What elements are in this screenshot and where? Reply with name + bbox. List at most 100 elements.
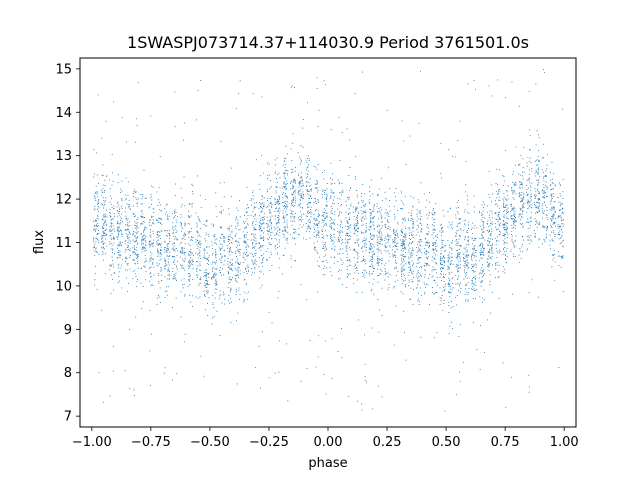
data-point <box>113 272 115 274</box>
data-point <box>278 241 280 243</box>
data-point <box>166 290 168 292</box>
data-point <box>117 230 118 232</box>
data-point <box>324 243 326 245</box>
data-point <box>522 171 523 173</box>
data-point <box>402 270 404 271</box>
data-point <box>465 219 466 221</box>
data-point <box>149 251 151 253</box>
data-point <box>251 239 252 241</box>
data-point <box>158 231 160 233</box>
data-point <box>429 201 430 203</box>
data-point <box>159 156 161 157</box>
data-point <box>465 291 467 293</box>
data-point <box>290 209 292 211</box>
data-point <box>481 264 483 266</box>
data-point <box>528 187 529 189</box>
data-point <box>172 232 174 234</box>
data-point <box>347 253 348 255</box>
data-point <box>110 212 112 214</box>
data-point <box>355 225 357 226</box>
data-point <box>417 249 419 251</box>
data-point <box>464 276 466 278</box>
data-point <box>152 186 154 188</box>
data-point <box>93 176 95 178</box>
data-point <box>489 249 491 251</box>
data-point <box>93 195 95 197</box>
data-point <box>480 285 482 287</box>
data-point <box>395 237 397 239</box>
data-point <box>356 229 358 231</box>
data-point <box>191 260 193 262</box>
data-point <box>337 179 339 181</box>
data-point <box>133 251 135 253</box>
data-point <box>552 218 554 220</box>
data-point <box>442 268 444 270</box>
data-point <box>278 204 280 205</box>
data-point <box>427 284 429 286</box>
data-point <box>306 181 308 183</box>
data-point <box>184 243 186 245</box>
data-point <box>104 242 106 244</box>
data-point <box>346 287 348 288</box>
data-point <box>490 258 492 260</box>
data-point <box>151 283 153 285</box>
data-point <box>299 163 301 165</box>
data-point <box>403 247 404 249</box>
data-point <box>373 234 375 236</box>
data-point <box>553 214 555 216</box>
data-point <box>373 246 375 248</box>
data-point <box>109 228 111 230</box>
data-point <box>507 198 509 200</box>
data-point <box>117 201 119 203</box>
data-point <box>402 218 403 220</box>
data-point <box>498 191 500 192</box>
data-point <box>381 221 383 223</box>
data-point <box>372 211 374 212</box>
data-point <box>495 212 497 214</box>
data-point <box>425 242 427 244</box>
data-point <box>142 242 144 244</box>
data-point <box>196 277 198 278</box>
data-point <box>385 242 387 244</box>
data-point <box>544 176 546 177</box>
data-point <box>228 228 230 230</box>
data-point <box>421 267 422 269</box>
data-point <box>318 213 320 215</box>
data-point <box>103 228 105 229</box>
data-point <box>269 187 271 189</box>
data-point <box>324 192 325 193</box>
data-point <box>109 226 111 227</box>
data-point <box>456 226 458 227</box>
data-point <box>504 268 506 270</box>
data-point <box>530 220 532 222</box>
data-point <box>152 216 154 217</box>
data-point <box>401 231 403 233</box>
data-point <box>348 225 349 227</box>
data-point <box>333 228 335 230</box>
data-point <box>519 181 521 183</box>
data-point <box>246 266 248 268</box>
data-point <box>416 228 418 230</box>
data-point <box>284 206 286 208</box>
data-point <box>206 275 207 277</box>
data-point <box>363 232 365 234</box>
data-point <box>559 243 561 244</box>
data-point <box>149 243 151 245</box>
data-point <box>135 252 137 254</box>
data-point <box>97 203 98 205</box>
data-point <box>487 265 488 267</box>
data-point <box>354 272 356 274</box>
data-point <box>495 263 496 265</box>
data-point <box>174 238 176 240</box>
data-point <box>244 279 246 280</box>
data-point <box>132 259 134 261</box>
data-point <box>503 205 504 207</box>
data-point <box>418 298 419 300</box>
data-point <box>387 289 389 291</box>
data-point <box>318 202 320 203</box>
data-point <box>498 214 500 215</box>
data-point <box>389 274 391 276</box>
data-point <box>126 263 128 265</box>
data-point <box>298 204 300 206</box>
data-point <box>472 282 474 284</box>
